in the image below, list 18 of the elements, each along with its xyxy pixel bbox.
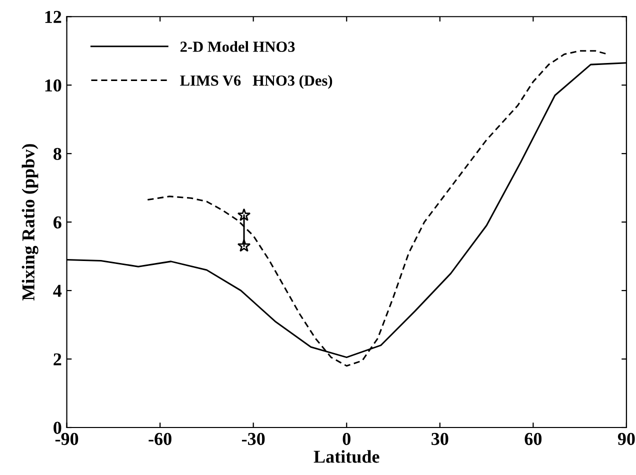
legend-label: 2-D Model HNO3: [180, 41, 295, 52]
y-tick-label: 2: [54, 353, 62, 366]
x-tick-label: -60: [148, 432, 172, 446]
y-tick-label: 12: [45, 10, 62, 23]
legend-label: LIMS V6 HNO3 (Des): [180, 74, 332, 89]
x-tick-label: 0: [342, 432, 350, 446]
y-tick-label: 8: [53, 148, 62, 160]
x-tick-label: 60: [524, 432, 542, 446]
y-tick-label: 4: [53, 284, 62, 297]
y-axis-title: Mixing Ratio (ppbv): [22, 144, 38, 301]
x-tick-label: 90: [618, 432, 635, 446]
y-tick-label: 0: [54, 422, 62, 434]
y-tick-label: 10: [45, 79, 62, 92]
x-tick-label: -90: [55, 432, 78, 446]
x-tick-label: 30: [432, 432, 448, 446]
x-tick-label: -30: [242, 432, 265, 446]
x-axis-title: Latitude: [314, 450, 380, 463]
y-tick-label: 6: [54, 216, 62, 229]
